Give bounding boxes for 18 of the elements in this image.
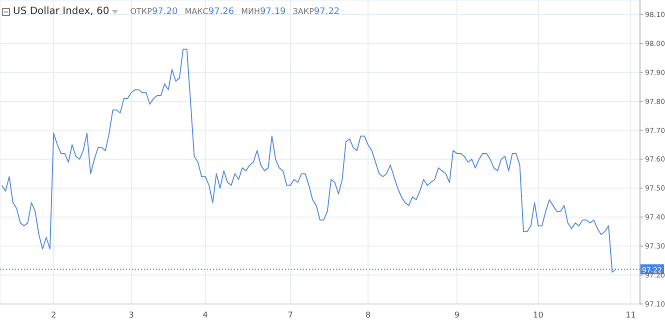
annotation: МИН	[241, 7, 260, 16]
annotation: ЗАКР	[292, 7, 314, 16]
x-tick-label: 7	[288, 310, 293, 320]
x-tick-label: 10	[533, 310, 544, 320]
annotation: 97.19	[260, 6, 286, 16]
annotation: 97.26	[208, 6, 234, 16]
x-tick-label: 11	[626, 310, 636, 320]
x-tick-label: 9	[454, 310, 460, 320]
annotation: 97.22	[314, 6, 340, 16]
x-tick-label: 8	[366, 310, 371, 320]
annotation: 97.20	[152, 6, 178, 16]
line-series	[1, 48, 616, 273]
annotation: ОТКР	[130, 7, 152, 16]
x-tick-label: 3	[128, 310, 134, 320]
text: US Dollar Index, 60	[13, 6, 110, 17]
annotation: МАКС	[184, 7, 208, 16]
x-tick-label: 4	[202, 310, 208, 320]
x-tick-label: 2	[51, 310, 56, 320]
